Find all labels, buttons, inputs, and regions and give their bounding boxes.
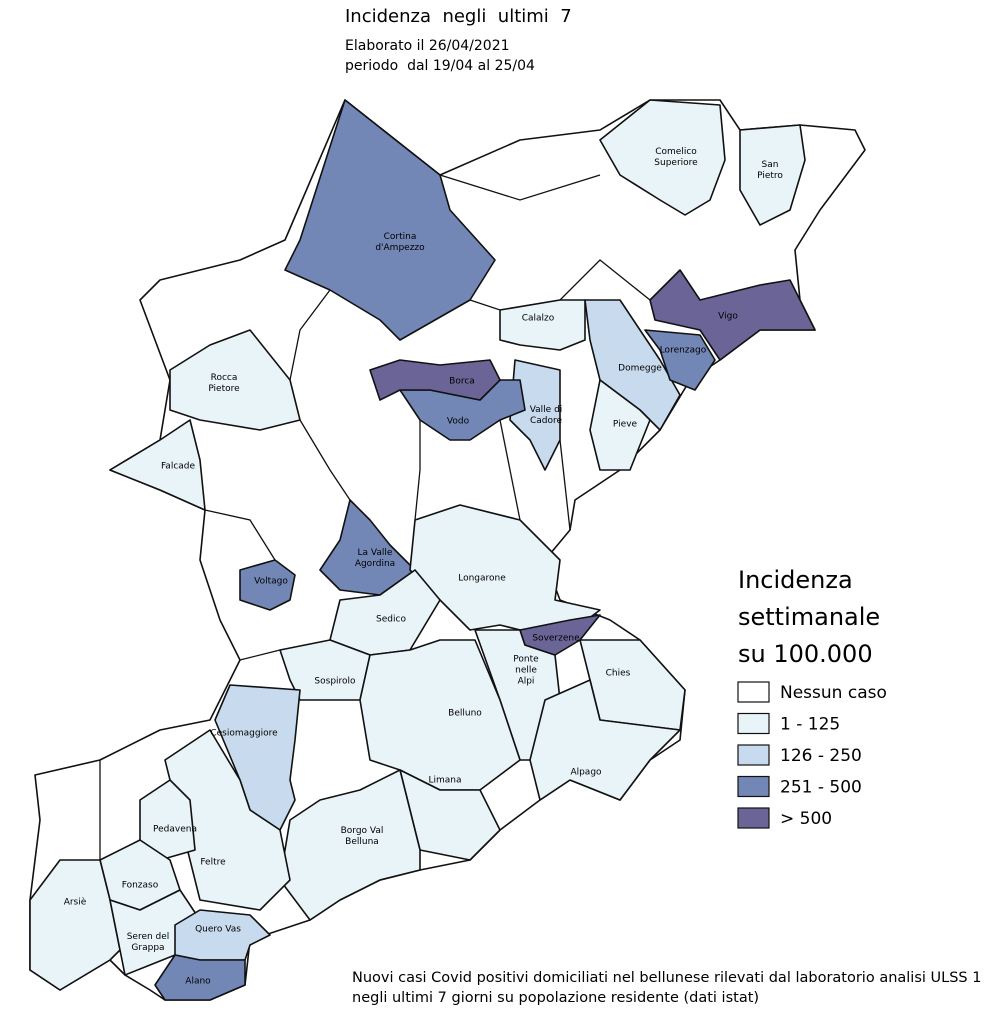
legend-label: Nessun caso xyxy=(780,683,887,703)
municipality-label: Domegge xyxy=(618,364,662,374)
legend-label: > 500 xyxy=(780,809,832,829)
municipality-label: Longarone xyxy=(458,574,506,584)
municipality-label: Limana xyxy=(428,776,461,786)
municipality-label: Chies xyxy=(606,669,631,679)
period: periodo dal 19/04 al 25/04 xyxy=(345,58,535,74)
municipality-label: Sospirolo xyxy=(314,677,356,687)
legend: Incidenza settimanale su 100.000 Nessun cas… xyxy=(737,566,887,829)
municipality-label: Pietro xyxy=(757,171,783,181)
municipality-label: Alano xyxy=(185,977,211,987)
municipality xyxy=(599,99,726,216)
municipality-label: Borca xyxy=(449,377,475,387)
municipality xyxy=(499,299,586,351)
municipality xyxy=(509,359,561,471)
inner-boundaries xyxy=(99,174,651,860)
municipality-label: Arsiè xyxy=(64,897,87,908)
municipality-label: Ponte xyxy=(513,655,539,665)
municipality-label: Belluno xyxy=(448,709,482,719)
legend-swatch xyxy=(737,744,770,766)
municipality xyxy=(649,269,816,361)
municipality-label: La Valle xyxy=(358,548,393,558)
municipality-label: Cortina xyxy=(384,232,417,242)
municipality xyxy=(739,124,806,226)
municipality-label: Calalzo xyxy=(522,314,555,324)
legend-title: su 100.000 xyxy=(738,640,873,668)
municipality-label: Borgo Val xyxy=(341,826,384,836)
municipality-label: Rocca xyxy=(211,373,238,383)
municipality-label: Vigo xyxy=(718,312,738,322)
municipality xyxy=(644,329,716,391)
municipality-label: Quero Vas xyxy=(195,925,241,935)
municipality-label: Fonzaso xyxy=(122,881,159,891)
municipality-label: Valle di xyxy=(530,405,563,415)
municipality xyxy=(584,299,681,431)
municipality-label: Alpago xyxy=(570,768,602,778)
municipality xyxy=(284,99,496,341)
legend-title: settimanale xyxy=(738,603,880,631)
municipality-label: Belluna xyxy=(345,837,379,847)
legend-label: 126 - 250 xyxy=(780,746,862,766)
municipality-label: Soverzene xyxy=(532,634,580,644)
municipality xyxy=(279,769,421,921)
municipality-label: Alpi xyxy=(518,677,535,687)
municipality xyxy=(359,639,521,791)
municipality-label: Lorenzago xyxy=(660,346,707,356)
municipality-label: Pieve xyxy=(613,420,638,430)
municipality-label: nelle xyxy=(515,666,537,676)
legend-label: 1 - 125 xyxy=(780,715,840,735)
municipality xyxy=(169,329,301,431)
municipality-label: Cesiomaggiore xyxy=(210,729,278,739)
municipality xyxy=(589,379,651,471)
footnote: negli ultimi 7 giorni su popolazione res… xyxy=(352,990,759,1006)
municipality xyxy=(109,419,206,511)
municipality-label: Pedavena xyxy=(153,825,197,835)
legend-swatch xyxy=(737,681,770,703)
municipality xyxy=(154,954,246,1001)
municipality-label: Grappa xyxy=(131,943,164,953)
municipality-label: Seren del xyxy=(127,932,170,942)
municipality xyxy=(214,684,301,831)
municipality-label: Cadore xyxy=(530,416,563,426)
municipality xyxy=(239,559,296,611)
legend-label: 251 - 500 xyxy=(780,778,862,798)
municipality-label: d'Ampezzo xyxy=(375,243,425,253)
municipality-label: Vodo xyxy=(447,417,470,427)
municipality xyxy=(164,729,291,911)
municipality xyxy=(369,359,501,401)
legend-title: Incidenza xyxy=(738,566,853,594)
title: Incidenza negli ultimi 7 xyxy=(345,6,572,27)
municipality-label: Agordina xyxy=(355,559,395,569)
municipality-label: San xyxy=(762,160,779,170)
municipality-label: Falcade xyxy=(161,462,196,472)
legend-swatch xyxy=(737,807,770,829)
municipality-label: Feltre xyxy=(200,858,226,868)
municipality xyxy=(529,679,681,801)
legend-swatch xyxy=(737,712,770,735)
municipality-label: Comelico xyxy=(655,147,697,157)
subtitle: Elaborato il 26/04/2021 xyxy=(345,38,510,54)
municipality xyxy=(519,614,601,656)
footnote: Nuovi casi Covid positivi domiciliati ne… xyxy=(352,970,981,986)
legend-swatch xyxy=(737,775,770,798)
municipality-label: Voltago xyxy=(254,577,288,587)
municipality-label: Sedico xyxy=(376,615,406,625)
municipality-label: Superiore xyxy=(654,158,698,168)
municipality-label: Pietore xyxy=(208,384,240,394)
